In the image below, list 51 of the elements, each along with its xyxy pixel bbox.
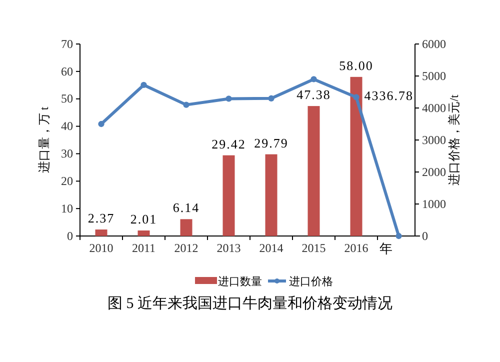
y-tick-label: 30 — [61, 146, 73, 161]
point — [140, 82, 147, 88]
x-tick-label: 2013 — [216, 241, 241, 256]
bar — [350, 76, 362, 236]
data-label: 2.37 — [88, 210, 115, 226]
bar — [265, 154, 278, 236]
data-label: 4336.78 — [364, 88, 414, 104]
y2-tick-label: 1000 — [422, 196, 446, 211]
point — [396, 232, 402, 240]
data-label: 58.00 — [339, 58, 374, 73]
bar — [95, 230, 108, 236]
y2-axis-title: 进口价格，美元/t — [447, 94, 461, 186]
point — [98, 120, 104, 128]
y2-tick-label: 4000 — [422, 100, 446, 115]
data-label: 2.01 — [130, 211, 158, 226]
x-tick-label: 2015 — [302, 241, 326, 256]
x-tick-label: 2016 — [344, 241, 368, 256]
legend-label: 进口价格 — [289, 275, 333, 288]
point — [226, 96, 232, 102]
y-tick-label: 70 — [61, 36, 73, 51]
text: 图 5 近年来我国进口牛肉量和价格变动情况 — [108, 295, 392, 312]
x-axis-title: 年 — [380, 241, 392, 256]
x-tick-label: 2010 — [89, 241, 114, 256]
data-label: 6.14 — [172, 200, 200, 216]
point — [310, 76, 317, 82]
y-tick-label: 10 — [61, 201, 73, 216]
y2-tick-label: 3000 — [422, 132, 446, 147]
y-tick-label: 20 — [61, 174, 73, 188]
point — [268, 95, 274, 102]
x-tick-label: 2011 — [132, 241, 156, 256]
y-tick-label: 0 — [67, 228, 73, 243]
data-label: 29.79 — [254, 135, 288, 150]
point — [353, 94, 360, 100]
x-tick-label: 2012 — [174, 241, 198, 256]
bar — [180, 219, 192, 236]
y2-tick-label: 5000 — [422, 68, 446, 83]
point — [183, 102, 190, 108]
bar — [138, 230, 150, 236]
data-label: 47.38 — [296, 87, 331, 102]
y2-tick-label: 6000 — [422, 36, 446, 51]
legend-label: 进口数量 — [218, 275, 262, 288]
y2-tick-label: 0 — [422, 228, 428, 243]
y-axis-title: 进口量，万 t — [37, 106, 51, 174]
y2-tick-label: 2000 — [422, 164, 446, 179]
bar — [308, 106, 320, 236]
data-label: 29.42 — [212, 136, 246, 152]
y-tick-label: 60 — [61, 64, 73, 78]
y-tick-label: 50 — [61, 92, 73, 106]
x-tick-label: 2014 — [259, 241, 284, 256]
y-tick-label: 40 — [61, 119, 73, 134]
bar — [222, 155, 235, 236]
